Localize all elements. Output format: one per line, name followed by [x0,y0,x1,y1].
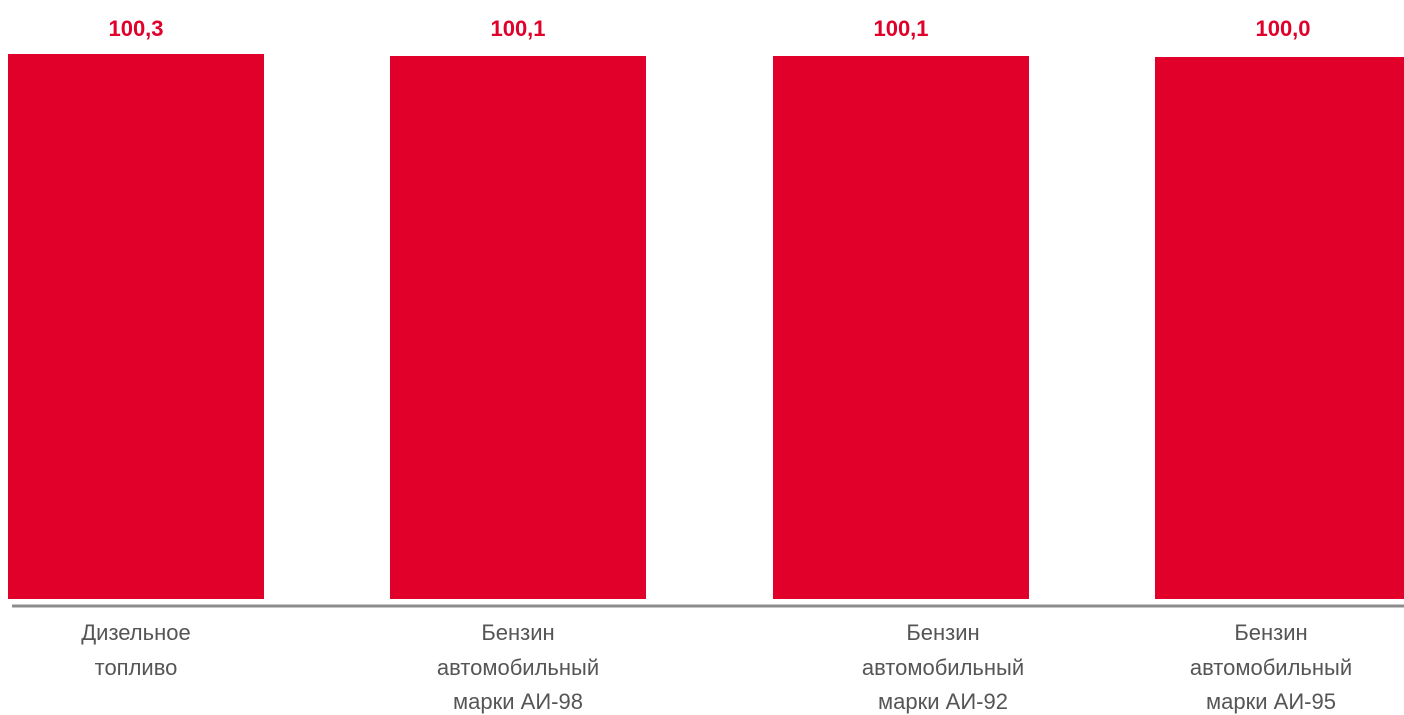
bar-1 [8,54,264,599]
category-label-3-line-3: марки АИ-92 [878,689,1008,714]
bar-2 [390,56,646,599]
value-label-2: 100,1 [490,16,545,41]
category-labels-group: Дизельное топливо Бензин автомобильный марки… [81,620,1352,714]
bars-group [8,54,1404,599]
value-labels-group: 100,3 100,1 100,1 100,0 [108,16,1310,41]
value-label-1: 100,3 [108,16,163,41]
value-label-3: 100,1 [873,16,928,41]
bar-3 [773,56,1029,599]
category-label-4-line-2: автомобильный [1190,655,1352,680]
category-label-1-line-1: Дизельное [81,620,190,645]
category-label-2-line-3: марки АИ-98 [453,689,583,714]
category-label-1-line-2: топливо [95,655,178,680]
category-label-4-line-1: Бензин [1234,620,1307,645]
value-label-4: 100,0 [1255,16,1310,41]
category-label-3-line-2: автомобильный [862,655,1024,680]
bar-4 [1155,57,1404,599]
category-label-2-line-1: Бензин [481,620,554,645]
category-label-3-line-1: Бензин [906,620,979,645]
category-label-4-line-3: марки АИ-95 [1206,689,1336,714]
category-label-2-line-2: автомобильный [437,655,599,680]
